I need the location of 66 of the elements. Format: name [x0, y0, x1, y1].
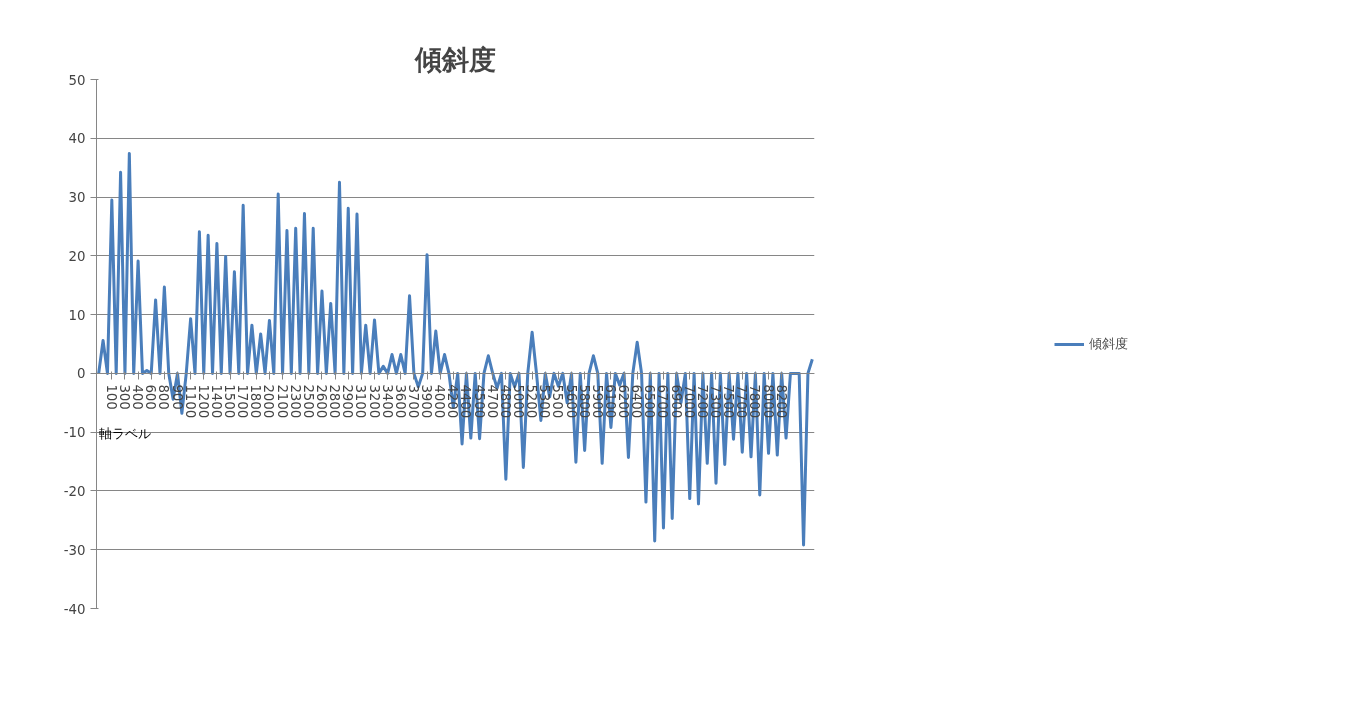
y-tick-label: 10 — [68, 307, 86, 323]
y-tick-label: -20 — [63, 483, 86, 499]
x-tick-label: 400 — [130, 384, 146, 410]
x-tick-label: 4400 — [458, 384, 474, 419]
y-tick-label: 40 — [68, 131, 86, 147]
x-tick-label: 5900 — [589, 384, 605, 419]
y-tick-label: 30 — [68, 190, 86, 206]
x-tick-label: 3600 — [392, 384, 408, 419]
chart-title: 傾斜度 — [414, 43, 496, 75]
x-axis-title: 軸ラベル — [98, 426, 151, 442]
x-tick-label: 4200 — [445, 384, 461, 419]
x-tick-label: 100 — [103, 384, 119, 410]
x-tick-label: 7700 — [734, 384, 750, 419]
x-tick-label: 8000 — [760, 384, 776, 419]
x-tick-label: 5500 — [550, 384, 566, 419]
x-tick-label: 4800 — [497, 384, 513, 419]
x-tick-label: 7300 — [707, 384, 723, 419]
x-tick-label: 3900 — [419, 384, 435, 419]
x-tick-label: 600 — [143, 384, 159, 410]
x-tick-label: 3200 — [366, 384, 382, 419]
y-tick-label: -10 — [63, 425, 86, 441]
y-tick-label: -30 — [63, 542, 86, 558]
x-tick-label: 4700 — [484, 384, 500, 419]
x-tick-label: 2100 — [274, 384, 290, 419]
x-tick-label: 3100 — [353, 384, 369, 419]
y-tick-label: 20 — [68, 248, 86, 264]
x-tick-label: 6100 — [602, 384, 618, 419]
x-tick-label: 5200 — [524, 384, 540, 419]
x-tick-label: 2600 — [313, 384, 329, 419]
x-tick-label: 1800 — [248, 384, 264, 419]
x-tick-label: 2800 — [327, 384, 343, 419]
x-tick-label: 5600 — [563, 384, 579, 419]
x-tick-label: 7800 — [747, 384, 763, 419]
x-tick-label: 2300 — [287, 384, 303, 419]
y-tick-label: 0 — [77, 366, 86, 382]
y-tick-label: 50 — [68, 72, 86, 88]
x-tick-label: 7000 — [681, 384, 697, 419]
x-tick-label: 6400 — [629, 384, 645, 419]
x-tick-label: 4000 — [432, 384, 448, 419]
x-tick-label: 1500 — [222, 384, 238, 419]
y-tick-label: -40 — [63, 601, 86, 617]
x-tick-label: 2000 — [261, 384, 277, 419]
legend-label: 傾斜度 — [1089, 334, 1128, 353]
x-tick-label: 1700 — [235, 384, 251, 419]
x-tick-label: 6700 — [655, 384, 671, 419]
x-tick-label: 3400 — [379, 384, 395, 419]
x-tick-label: 300 — [116, 384, 132, 410]
x-tick-label: 5300 — [537, 384, 553, 419]
x-tick-label: 900 — [169, 384, 185, 410]
x-tick-label: 6200 — [616, 384, 632, 419]
x-tick-label: 8200 — [773, 384, 789, 419]
x-tick-label: 1200 — [195, 384, 211, 419]
x-tick-label: 2500 — [300, 384, 316, 419]
x-tick-label: 6500 — [642, 384, 658, 419]
x-tick-label: 7500 — [721, 384, 737, 419]
x-tick-label: 2900 — [340, 384, 356, 419]
x-tick-label: 5000 — [510, 384, 526, 419]
line-series — [97, 152, 814, 547]
x-tick-label: 6900 — [668, 384, 684, 419]
x-tick-label: 800 — [156, 384, 172, 410]
x-tick-label: 5800 — [576, 384, 592, 419]
x-tick-label: 1400 — [208, 384, 224, 419]
x-tick-label: 4500 — [471, 384, 487, 419]
x-tick-label: 1100 — [182, 384, 198, 419]
x-tick-label: 7200 — [694, 384, 710, 419]
x-tick-label: 3700 — [405, 384, 421, 419]
